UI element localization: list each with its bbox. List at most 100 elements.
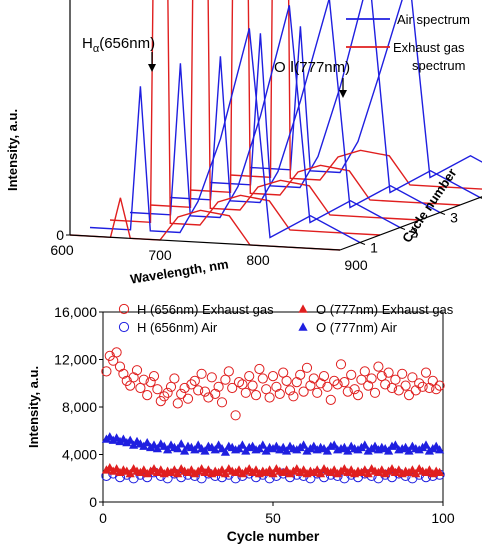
o-777nm-exhaust-gas-point [435,467,445,476]
air-spectrum-line-cycle-4 [209,0,481,199]
h-656nm-exhaust-gas-point [346,369,357,380]
scatter-x-tick-label: 50 [265,510,281,526]
h-656nm-exhaust-gas-point [342,386,353,397]
z-tick [399,227,406,230]
z-tick-label: 3 [450,210,458,226]
h-656nm-exhaust-gas-point [128,372,139,383]
x-tick-label: 800 [246,252,270,268]
h-656nm-exhaust-gas-point [203,392,214,403]
o-777nm-air-point [343,446,353,455]
o-777nm-air-point [125,435,135,444]
o-777nm-air-point [360,440,370,449]
annotation-o-text: O Ⅰ(777nm) [274,59,350,76]
z-tick-label: 2 [410,225,418,241]
h-656nm-exhaust-gas-point [142,390,153,401]
o-777nm-air-point [220,447,230,456]
h-656nm-exhaust-gas-point [186,379,197,390]
h-656nm-exhaust-gas-point [349,384,360,395]
o-777nm-air-point [390,440,400,449]
o-777nm-air-point [329,440,339,449]
h-656nm-air-point [264,473,275,484]
h-656nm-exhaust-gas-point [308,373,319,384]
h-656nm-exhaust-gas-point [407,372,418,383]
h-656nm-exhaust-gas-point [291,377,302,388]
o-777nm-air-point [421,440,431,449]
h-656nm-exhaust-gas-point [271,381,282,392]
h-656nm-exhaust-gas-point [199,386,211,397]
h-656nm-exhaust-gas-point [257,373,268,384]
scatter-legend-marker [118,321,130,333]
h-656nm-exhaust-gas-point [417,381,428,392]
h-656nm-exhaust-gas-point [420,367,432,378]
o-777nm-exhaust-gas-point [316,468,326,478]
o-777nm-exhaust-gas-point [268,468,278,478]
x-axis-label: Wavelength, nm [129,256,229,286]
h-656nm-exhaust-gas-point [111,347,122,358]
h-656nm-exhaust-gas-point [325,394,336,405]
o-777nm-air-point [180,446,190,455]
h-656nm-exhaust-gas-point [352,390,364,401]
exhaust-spectrum-line-cycle-4 [189,0,461,206]
x-axis-line [69,234,341,251]
scatter-legend-marker [298,322,308,331]
z-tick-label: 1 [370,240,378,256]
h-656nm-exhaust-gas-point [312,387,323,398]
scatter-x-axis-label: Cycle number [227,528,320,544]
h-656nm-exhaust-gas-point [400,380,411,391]
h-656nm-exhaust-gas-point [206,372,217,383]
h-656nm-exhaust-gas-point [182,393,194,404]
scatter-legend-marker [118,303,130,315]
scatter-legend-label: H (656nm) Air [137,320,218,335]
h-656nm-exhaust-gas-point [274,388,285,399]
scatter-x-tick-label: 100 [431,510,455,526]
o-777nm-air-point [435,445,445,454]
h-656nm-exhaust-gas-point [339,377,350,388]
h-656nm-exhaust-gas-point [305,380,316,391]
h-656nm-exhaust-gas-point [284,385,296,396]
o-777nm-air-point [237,440,247,449]
h-656nm-exhaust-gas-point [179,382,190,394]
h-656nm-exhaust-gas-point [233,377,245,388]
scatter-y-tick-label: 4,000 [62,447,97,463]
h-656nm-exhaust-gas-point [230,410,241,421]
h-656nm-exhaust-gas-point [335,359,347,370]
h-656nm-exhaust-gas-point [434,380,445,391]
scatter-x-tick-label: 0 [99,510,107,526]
annotation-h-arrowhead [148,64,156,72]
z-tick [439,212,446,215]
h-656nm-exhaust-gas-point [213,381,224,392]
h-656nm-exhaust-gas-point [162,387,173,398]
air-spectrum-line-cycle-3 [169,0,441,214]
exhaust-spectrum-line-cycle-2 [109,0,381,236]
scatter-legend-label: O (777nm) Exhaust gas [316,302,454,317]
h-656nm-exhaust-gas-point [254,363,265,375]
scatter-legend-label: H (656nm) Exhaust gas [137,302,274,317]
o-777nm-exhaust-gas-point [173,468,183,478]
svg-text:Hα(656nm): Hα(656nm) [82,35,155,55]
h-656nm-exhaust-gas-point [114,361,126,372]
h-656nm-exhaust-gas-point [363,380,374,391]
annotation-h-prefix: H [82,35,93,52]
h-656nm-exhaust-gas-point [189,375,200,386]
h-656nm-exhaust-gas-point [390,374,401,385]
h-656nm-exhaust-gas-point [118,368,129,379]
legend-air-label: Air spectrum [397,12,470,27]
exhaust-spectrum-line-cycle-3 [149,0,421,221]
h-656nm-exhaust-gas-point [295,369,306,380]
h-656nm-exhaust-gas-point [196,368,207,379]
y-tick-label: 0 [56,227,64,243]
h-656nm-exhaust-gas-point [267,371,279,382]
h-656nm-exhaust-gas-point [298,386,309,397]
scatter-y-tick-label: 16,000 [54,304,97,320]
h-656nm-exhaust-gas-point [322,381,333,392]
z-tick [359,242,366,245]
scatter-ticks: 0 4,000 8,000 12,000 16,000 0 50 100 [54,304,455,526]
scatter-y-axis-label: Intensity, a.u. [26,366,41,448]
scatter-legend-marker [298,304,308,313]
h-656nm-exhaust-gas-point [329,375,340,386]
o-777nm-air-point [210,445,220,454]
h-656nm-exhaust-gas-point [431,384,442,395]
o-777nm-air-point [258,440,268,449]
